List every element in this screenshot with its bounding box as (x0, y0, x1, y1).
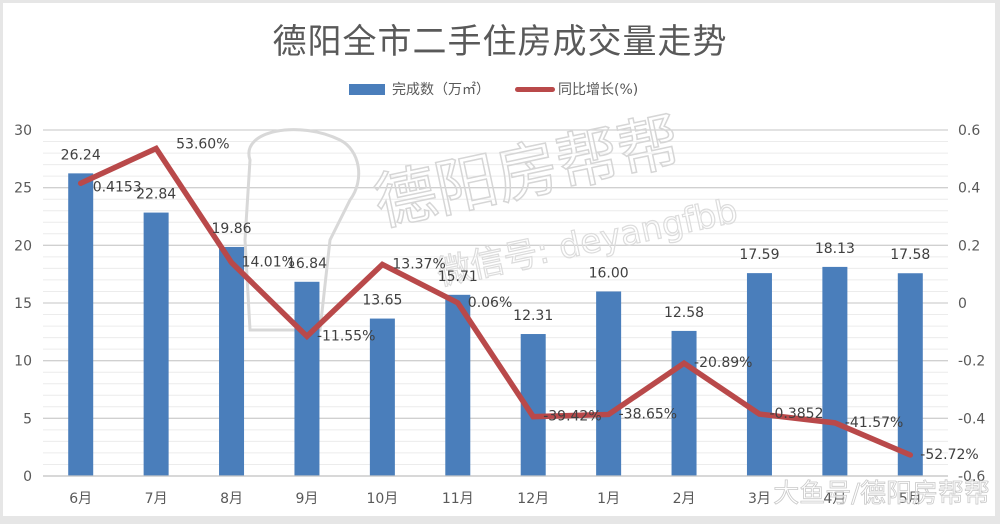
svg-text:18.13: 18.13 (815, 241, 855, 257)
bar (671, 330, 697, 476)
svg-text:11月: 11月 (442, 491, 474, 507)
svg-text:-0.6: -0.6 (958, 469, 985, 485)
svg-text:25: 25 (14, 181, 32, 197)
chart-title: 德阳全市二手住房成交量走势 (272, 22, 728, 62)
svg-text:12.31: 12.31 (513, 308, 553, 324)
legend-bar-swatch (349, 84, 385, 95)
bar (596, 291, 622, 476)
svg-text:-39.42%: -39.42% (543, 409, 601, 425)
bar (746, 273, 772, 476)
svg-text:9月: 9月 (295, 491, 318, 507)
bar (143, 212, 169, 476)
svg-text:6月: 6月 (69, 491, 92, 507)
svg-text:26.24: 26.24 (61, 147, 101, 163)
svg-text:-0.4: -0.4 (958, 411, 985, 427)
svg-text:0: 0 (958, 296, 967, 312)
svg-text:17.59: 17.59 (739, 247, 779, 263)
svg-text:0.06%: 0.06% (468, 295, 512, 311)
svg-text:30: 30 (14, 123, 32, 139)
svg-text:0.4: 0.4 (958, 181, 980, 197)
svg-text:2月: 2月 (673, 491, 696, 507)
legend-line-swatch (515, 87, 555, 92)
svg-text:0.2: 0.2 (958, 238, 980, 254)
svg-text:53.60%: 53.60% (176, 136, 229, 152)
corner-watermark: 大鱼号/德阳房帮帮 (773, 479, 991, 510)
legend-bar-label: 完成数（万㎡） (392, 82, 490, 98)
svg-text:-52.72%: -52.72% (920, 447, 978, 463)
svg-text:19.86: 19.86 (211, 221, 251, 237)
svg-text:10月: 10月 (366, 491, 398, 507)
svg-text:22.84: 22.84 (136, 187, 176, 203)
svg-text:7月: 7月 (145, 491, 168, 507)
svg-text:0: 0 (23, 469, 32, 485)
svg-text:10: 10 (14, 354, 32, 370)
svg-text:15: 15 (14, 296, 32, 312)
svg-text:5月: 5月 (899, 491, 922, 507)
bar (897, 273, 923, 476)
svg-text:13.65: 13.65 (362, 293, 402, 309)
svg-text:8月: 8月 (220, 491, 243, 507)
svg-text:-11.55%: -11.55% (317, 328, 375, 344)
svg-text:-0.3852: -0.3852 (769, 406, 823, 422)
bar-series (68, 173, 923, 476)
axes: 0 5 10 15 20 25 30 -0.6 -0.4 -0.2 0 0.2 0.4 0.6 6月 7月 8月… (14, 123, 985, 507)
svg-text:15.71: 15.71 (438, 269, 478, 285)
svg-text:20: 20 (14, 238, 32, 254)
svg-text:17.58: 17.58 (890, 247, 930, 263)
gridlines (43, 129, 948, 477)
svg-text:0.4153: 0.4153 (93, 179, 142, 195)
bar (219, 246, 245, 476)
svg-text:16.84: 16.84 (287, 256, 327, 272)
svg-text:-41.57%: -41.57% (845, 415, 903, 431)
line-series (77, 144, 914, 458)
svg-text:13.37%: 13.37% (392, 256, 445, 272)
svg-text:0.6: 0.6 (958, 123, 980, 139)
data-labels: 26.24 22.84 19.86 16.84 13.65 15.71 12.31 16.00… (61, 136, 979, 463)
svg-text:14.01%: 14.01% (242, 255, 295, 271)
legend-line-label: 同比增长(%) (558, 82, 639, 98)
svg-text:-38.65%: -38.65% (619, 406, 677, 422)
svg-text:大鱼号/德阳房帮帮: 大鱼号/德阳房帮帮 (773, 479, 990, 509)
bar (294, 281, 320, 476)
svg-text:5: 5 (23, 411, 32, 427)
bar (822, 266, 848, 476)
svg-text:12月: 12月 (517, 491, 549, 507)
svg-text:1月: 1月 (597, 491, 620, 507)
bar (445, 294, 471, 476)
svg-text:12.58: 12.58 (664, 305, 704, 321)
legend: 完成数（万㎡） 同比增长(%) (0, 78, 1000, 100)
bar (369, 318, 395, 476)
svg-text:4月: 4月 (823, 491, 846, 507)
svg-text:16.00: 16.00 (589, 265, 629, 281)
svg-text:3月: 3月 (748, 491, 771, 507)
bar (68, 173, 94, 476)
svg-text:-0.2: -0.2 (958, 354, 985, 370)
svg-text:-20.89%: -20.89% (694, 355, 752, 371)
